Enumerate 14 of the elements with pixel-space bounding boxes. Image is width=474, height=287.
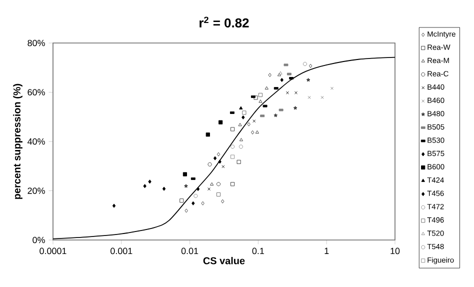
chart-title: r$^{2}$ = 0.82 [200, 16, 249, 28]
x-axis-title: CS value [203, 256, 245, 264]
y-axis-title: percent suppression (%) [13, 84, 22, 199]
x-tick-label: 0.0001 [40, 248, 66, 254]
y-tick-label: 20% [28, 188, 45, 194]
x-tick-label: 0.1 [252, 248, 264, 254]
y-tick-label: 0% [32, 236, 45, 244]
x-tick-label: 0.01 [181, 248, 198, 254]
x-tick-label: 0.001 [110, 248, 132, 254]
x-tick-label: 10 [390, 248, 400, 254]
y-tick-label: 60% [28, 89, 45, 96]
x-tick-label: 1 [324, 248, 329, 254]
y-tick-label: 80% [28, 40, 45, 46]
y-tick-label: 40% [28, 138, 45, 145]
